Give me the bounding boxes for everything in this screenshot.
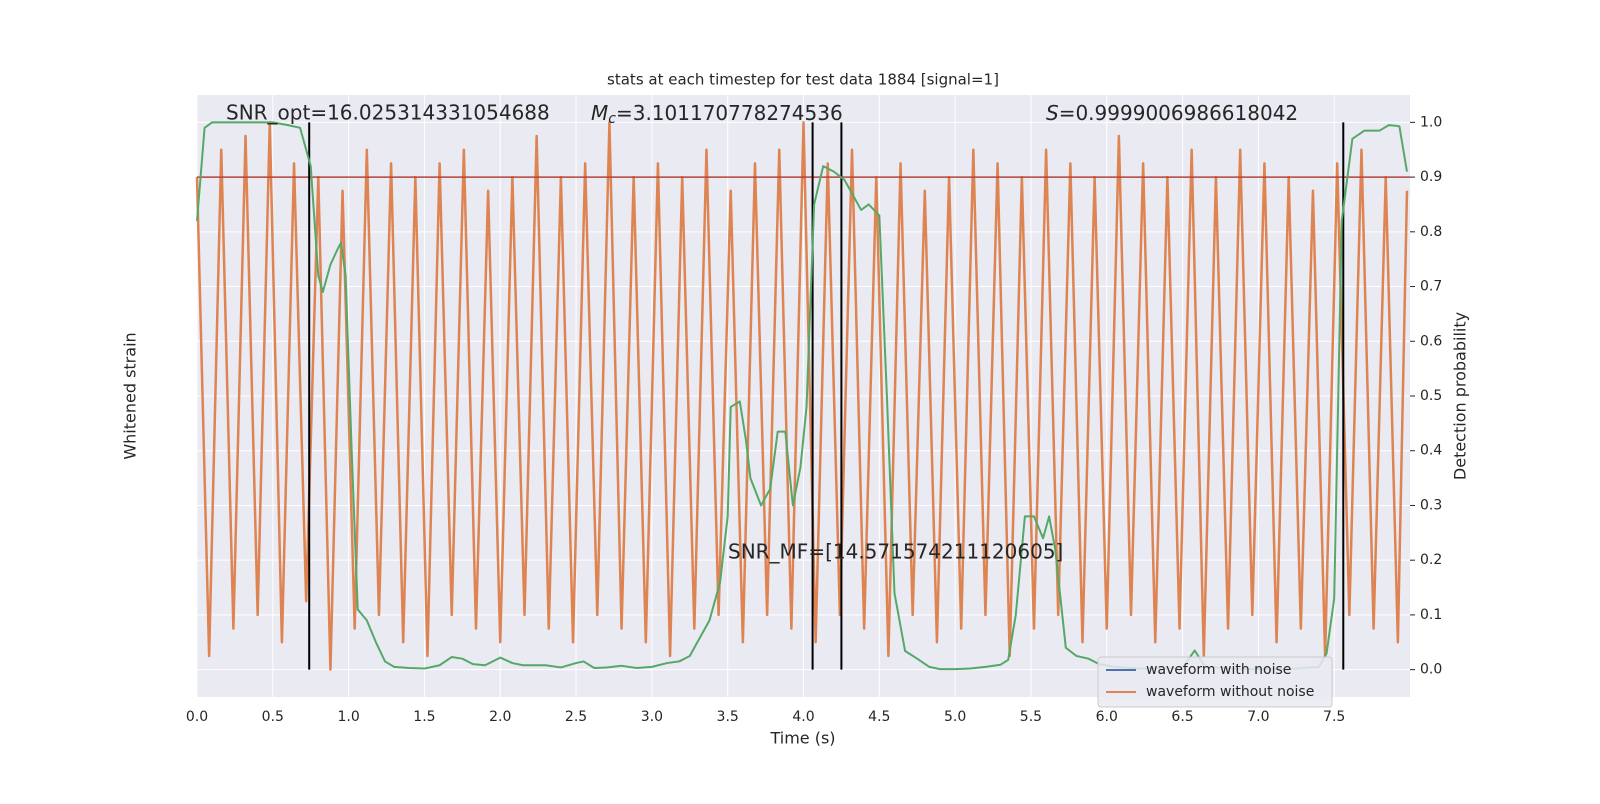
- y2-tick-label: 1.0: [1420, 114, 1442, 130]
- series-line: [196, 121, 1408, 671]
- x-tick-label: 7.0: [1247, 709, 1269, 725]
- x-axis-label: Time (s): [769, 729, 835, 748]
- legend-box: [1097, 656, 1333, 708]
- x-tick-label: 3.0: [641, 709, 663, 725]
- x-tick-label: 0.0: [186, 709, 208, 725]
- annotation-symbol: M: [591, 101, 608, 125]
- y2-tick-label: 0.4: [1420, 443, 1442, 459]
- x-tick-label: 6.5: [1171, 709, 1193, 725]
- x-tick-label: 5.5: [1020, 709, 1042, 725]
- annotation-value: =3.101170778274536: [616, 101, 843, 125]
- y2-tick-label: 0.6: [1420, 333, 1442, 349]
- y2-axis-label: Detection probability: [1451, 312, 1470, 480]
- x-tick-label: 6.0: [1096, 709, 1118, 725]
- y2-tick-label: 0.7: [1420, 279, 1442, 295]
- x-tick-label: 0.5: [262, 709, 284, 725]
- annotation-symbol: S: [1046, 101, 1059, 125]
- y2-tick-label: 0.0: [1420, 662, 1442, 678]
- annotation: SNR_MF=[14.571574211120605]: [728, 540, 1063, 564]
- y2-tick-label: 0.1: [1420, 607, 1442, 623]
- x-tick-label: 7.5: [1323, 709, 1345, 725]
- chart-title: stats at each timestep for test data 188…: [607, 71, 999, 89]
- series-line: [195, 121, 1409, 671]
- y2-tick-label: 0.9: [1420, 169, 1442, 185]
- x-tick-label: 2.5: [565, 709, 587, 725]
- x-tick-label: 4.0: [792, 709, 814, 725]
- x-tick-label: 3.5: [717, 709, 739, 725]
- annotation: SNR_opt=16.025314331054688: [226, 101, 550, 125]
- legend-label: waveform with noise: [1146, 662, 1291, 678]
- y2-tick-label: 0.2: [1420, 552, 1442, 568]
- annotation: Mc=3.101170778274536: [591, 101, 843, 128]
- x-tick-label: 1.0: [337, 709, 359, 725]
- x-tick-label: 5.0: [944, 709, 966, 725]
- y2-tick-label: 0.5: [1420, 388, 1442, 404]
- legend-label: waveform without noise: [1146, 684, 1314, 700]
- x-tick-label: 2.0: [489, 709, 511, 725]
- x-tick-label: 4.5: [868, 709, 890, 725]
- annotation-value: =0.9999006986618042: [1059, 101, 1298, 125]
- x-tick-label: 1.5: [413, 709, 435, 725]
- annotation-subscript: c: [608, 111, 616, 127]
- y-axis-label: Whitened strain: [121, 332, 140, 459]
- y2-tick-label: 0.8: [1420, 224, 1442, 240]
- y2-tick-label: 0.3: [1420, 497, 1442, 513]
- annotation: S=0.9999006986618042: [1046, 101, 1298, 125]
